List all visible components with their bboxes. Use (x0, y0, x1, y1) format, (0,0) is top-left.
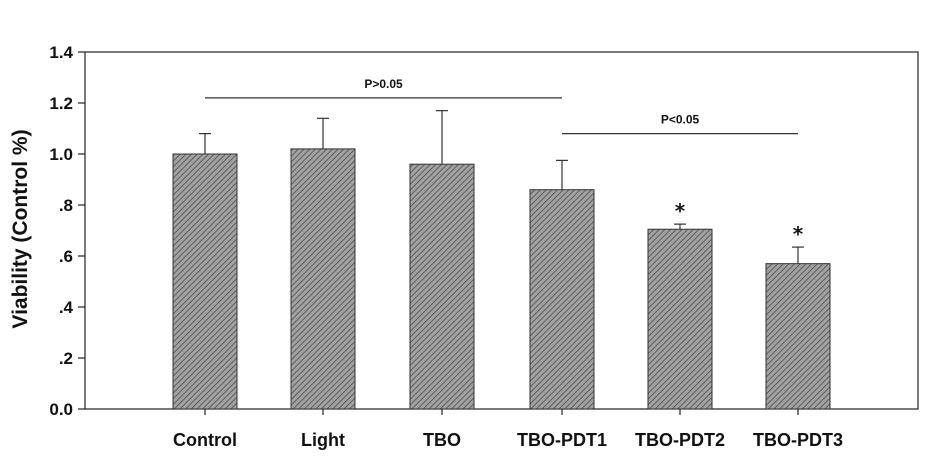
x-tick-label: Control (173, 430, 237, 450)
y-tick-label: .2 (59, 349, 73, 368)
x-tick-label: TBO-PDT1 (517, 430, 607, 450)
x-tick-label: TBO-PDT3 (753, 430, 843, 450)
y-tick-label: .8 (59, 196, 73, 215)
significance-marker: * (793, 222, 804, 246)
bar (409, 163, 475, 410)
x-tick-label: TBO-PDT2 (635, 430, 725, 450)
y-tick-label: 1.0 (49, 145, 73, 164)
bar (290, 148, 356, 410)
plot-area: 0.0 .2 .4 .6 .8 1.0 1.2 1.4 Control Light TBO TBO-P… (49, 43, 919, 450)
y-tick-label: .4 (59, 298, 74, 317)
y-tick-label: 1.4 (49, 43, 73, 62)
bar (647, 228, 713, 410)
plot-frame (84, 51, 919, 410)
x-tick-label: Light (301, 430, 345, 450)
y-tick-label: 1.2 (49, 94, 73, 113)
bar (529, 189, 595, 410)
bar (172, 153, 238, 410)
bar (765, 263, 831, 410)
significance-annotation: P>0.05 (364, 77, 403, 91)
y-tick-label: .6 (59, 247, 73, 266)
y-tick-label: 0.0 (49, 400, 73, 419)
significance-marker: * (675, 199, 686, 223)
y-axis-label: Viability (Control %) (9, 129, 32, 328)
significance-annotation: P<0.05 (661, 113, 700, 127)
x-tick-label: TBO (423, 430, 461, 450)
